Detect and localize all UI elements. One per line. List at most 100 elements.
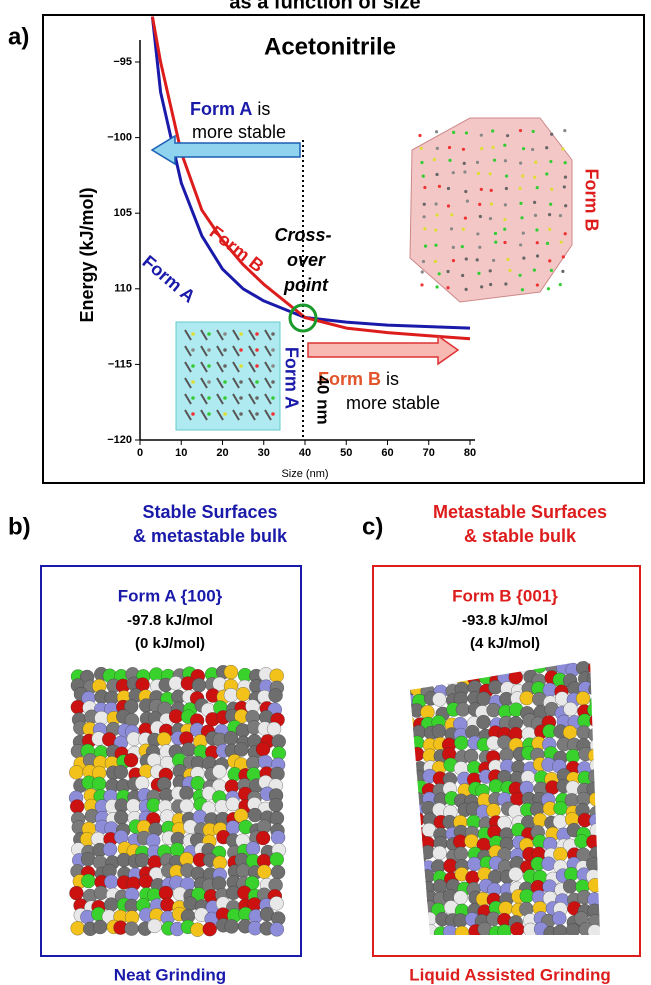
atom xyxy=(207,348,211,352)
panel-frame xyxy=(40,565,302,957)
crossover-circle xyxy=(288,303,318,333)
atom xyxy=(207,396,211,400)
atom xyxy=(535,254,540,258)
bond xyxy=(264,345,272,357)
atom xyxy=(191,412,195,416)
atom xyxy=(533,175,537,179)
atom xyxy=(465,199,470,203)
bond xyxy=(232,377,240,389)
atom xyxy=(70,799,85,814)
figure-title: as a function of size xyxy=(229,0,420,13)
atom xyxy=(564,204,568,208)
atom xyxy=(535,241,539,245)
atom xyxy=(451,171,455,175)
atom xyxy=(488,680,503,695)
annotation: point xyxy=(283,275,329,295)
atom xyxy=(255,348,259,352)
atom xyxy=(247,807,263,823)
atom xyxy=(464,131,469,135)
atom xyxy=(223,332,227,336)
atom xyxy=(269,811,285,826)
atom xyxy=(508,268,512,273)
atom xyxy=(207,332,211,336)
atom xyxy=(255,830,271,846)
atom xyxy=(410,878,413,893)
atom xyxy=(464,833,479,849)
atom xyxy=(479,187,483,191)
atom xyxy=(271,332,275,336)
atom xyxy=(480,285,484,289)
annotation-verb: is xyxy=(386,369,399,389)
atom xyxy=(589,813,600,828)
atom xyxy=(433,259,437,264)
atom xyxy=(410,805,416,820)
atom xyxy=(503,143,507,147)
annotation: Form A is xyxy=(190,99,270,119)
atom xyxy=(434,228,438,232)
panel-label: c) xyxy=(362,513,383,540)
atom xyxy=(446,269,450,274)
atom xyxy=(454,735,469,751)
atom xyxy=(587,702,600,717)
atom xyxy=(461,227,465,231)
atom xyxy=(533,200,537,204)
chart-title: Acetonitrile xyxy=(264,33,396,60)
atom xyxy=(114,810,129,825)
bond xyxy=(216,393,224,405)
atom xyxy=(423,244,428,248)
atom xyxy=(545,172,549,176)
atom xyxy=(168,709,184,724)
atom xyxy=(410,770,413,786)
atom xyxy=(463,170,467,174)
atom xyxy=(519,888,534,904)
atom xyxy=(534,160,538,164)
atom xyxy=(563,232,567,236)
atom xyxy=(420,283,424,287)
panel-label: a) xyxy=(8,23,29,50)
atom xyxy=(255,364,259,368)
panel-heading: & metastable bulk xyxy=(133,526,288,546)
atom xyxy=(465,660,480,674)
atom xyxy=(412,881,427,896)
atom xyxy=(412,914,427,929)
atom xyxy=(434,202,438,206)
atom xyxy=(432,158,436,162)
atom xyxy=(268,797,284,813)
atom xyxy=(207,364,211,368)
atom xyxy=(467,856,482,872)
atom xyxy=(271,348,275,352)
atom xyxy=(478,214,482,219)
atom xyxy=(519,201,523,206)
atom xyxy=(563,701,578,717)
atom xyxy=(223,380,227,384)
atom xyxy=(410,858,417,873)
bond xyxy=(248,345,256,357)
atom xyxy=(535,186,539,190)
atom xyxy=(492,258,496,262)
x-tick-label: 10 xyxy=(175,447,187,459)
bond xyxy=(248,377,256,389)
atom xyxy=(488,217,493,221)
atom xyxy=(410,660,426,675)
atom xyxy=(431,660,446,673)
atom xyxy=(550,132,554,136)
panel-heading: Stable Surfaces xyxy=(142,502,277,522)
atom xyxy=(156,731,172,747)
molecule-image xyxy=(68,664,286,937)
annotation-verb: is xyxy=(257,99,270,119)
atom xyxy=(191,380,195,384)
atom xyxy=(423,185,427,190)
atom xyxy=(463,216,467,220)
atom xyxy=(239,396,243,400)
crystal-b-image xyxy=(409,117,573,303)
atom xyxy=(124,921,139,936)
atom xyxy=(255,742,271,757)
atom xyxy=(223,364,227,368)
bond xyxy=(216,329,224,341)
atom xyxy=(134,775,150,791)
atom xyxy=(489,661,504,677)
atom xyxy=(255,380,259,384)
atom xyxy=(456,660,471,674)
y-tick-label: −100 xyxy=(107,132,132,144)
atom xyxy=(255,332,259,336)
